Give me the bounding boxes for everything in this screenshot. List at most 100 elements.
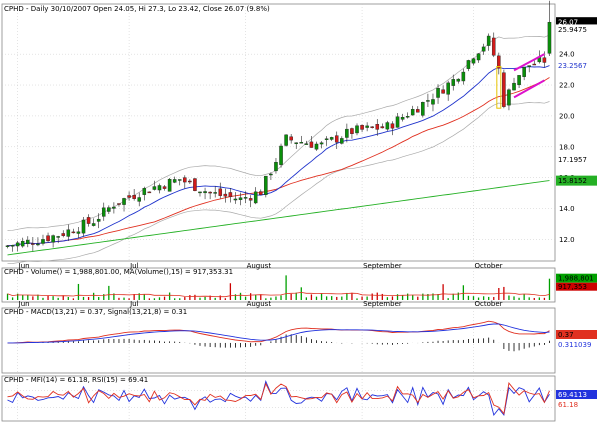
ma-slow-value-label: 15.8152 (558, 177, 587, 185)
mfi-last-label: 69.4113 (558, 391, 587, 399)
candle-body (334, 135, 339, 143)
candle-body (542, 57, 547, 63)
candle-body (375, 124, 380, 130)
candle-body (96, 218, 101, 222)
candle-body (350, 128, 354, 134)
ma-slow-value-box (556, 175, 597, 186)
candle-body (61, 233, 66, 236)
price-tick-label: 12.0 (559, 236, 575, 244)
candle-body (527, 65, 531, 67)
candle-body (380, 126, 385, 129)
candle-body (101, 207, 106, 217)
candle-body (243, 197, 248, 199)
candle-body (461, 71, 466, 82)
candle-body (451, 79, 456, 86)
candle-body (507, 89, 511, 106)
grid-lines (2, 4, 555, 421)
macd-last-label: 0.37 (558, 331, 574, 339)
candle-body (522, 66, 526, 77)
candle-body (20, 240, 25, 247)
candle-body (446, 82, 450, 95)
candle-body (497, 55, 501, 69)
mfi-title-symbol: CPHD (4, 376, 24, 384)
candle-body (152, 186, 157, 190)
candle-body (547, 21, 552, 54)
candle-body (147, 191, 152, 194)
month-label-volume: Jul (129, 300, 139, 308)
macd-panel (1, 307, 556, 374)
lower-band-value-box (556, 154, 597, 165)
candle-body (324, 138, 329, 140)
candle-body (319, 142, 324, 145)
candle-body (471, 58, 476, 64)
candle-body (345, 128, 349, 138)
upper-band-value-box (556, 24, 597, 35)
candle-body (486, 35, 491, 46)
ma-fast-line (7, 65, 550, 247)
candle-body (355, 125, 359, 134)
macd-last-box (556, 330, 597, 339)
candle-body (304, 143, 309, 145)
candle-body (213, 192, 217, 194)
macd-line (7, 320, 550, 344)
candle-body (46, 235, 50, 242)
candle-body (203, 191, 207, 194)
month-label-price: Jul (129, 262, 139, 270)
month-label-price: September (363, 262, 402, 270)
ma-fast-value-label: 23.2567 (558, 62, 587, 70)
candle-body (91, 223, 96, 226)
candle-body (421, 102, 425, 116)
price-title: CPHD - Daily 30/10/2007 Open 24.05, Hi 2… (4, 5, 270, 13)
candle-body (294, 142, 298, 144)
candle-body (476, 53, 481, 61)
candle-body (132, 195, 136, 199)
candle-body (395, 116, 400, 128)
candle-body (502, 72, 506, 107)
candle-body (233, 198, 238, 201)
month-label-volume: August (247, 300, 272, 308)
candle-body (188, 180, 192, 183)
trendline-lower (513, 79, 545, 99)
signal-last-label: 0.311039 (558, 341, 591, 349)
volume-last-box (556, 273, 597, 283)
month-label-volume: Jun (18, 300, 30, 308)
candle-body (385, 122, 390, 130)
candle-body (193, 178, 197, 191)
candle-body (410, 109, 415, 116)
candle-body (86, 217, 91, 224)
mfi-rsi-title: CPHD - MFI(14) = 61.18, RSI(15) = 69.41 (4, 376, 148, 384)
candle-body (279, 145, 283, 165)
candle-body (71, 231, 76, 234)
month-label-volume: October (474, 300, 502, 308)
candle-body (466, 60, 471, 69)
candle-body (517, 75, 521, 86)
rsi-last-box (556, 400, 597, 409)
volume-title: CPHD - Volume() = 1,988,801.00, MA(Volum… (4, 268, 233, 276)
month-label-price: Jun (18, 262, 30, 270)
candle-body (223, 193, 228, 197)
candle-body (137, 197, 141, 202)
mfi-title-rest: - MFI(14) = 61.18, RSI(15) = 69.41 (24, 376, 148, 384)
candle-body (117, 203, 121, 205)
ma-fast-value-box (556, 60, 597, 71)
price-layer (5, 0, 552, 265)
candle-body (370, 126, 374, 128)
candle-body (167, 178, 172, 192)
candle-body (183, 177, 187, 183)
macd-layer (7, 320, 550, 352)
candle-body (405, 116, 410, 118)
volume-ma-line (7, 291, 550, 298)
candle-body (299, 142, 304, 144)
price-tick-label: 24.0 (559, 51, 575, 59)
price-tick-label: 18.0 (559, 143, 575, 151)
candle-body (112, 206, 116, 209)
month-label-price: August (247, 262, 272, 270)
candle-body (431, 99, 435, 105)
oscillator-layer (2, 380, 555, 417)
candle-body (248, 198, 253, 201)
candle-body (365, 125, 369, 128)
candle-body (360, 124, 364, 130)
price-tick-label: 14.0 (559, 205, 575, 213)
price-tick-label: 20.0 (559, 112, 575, 120)
